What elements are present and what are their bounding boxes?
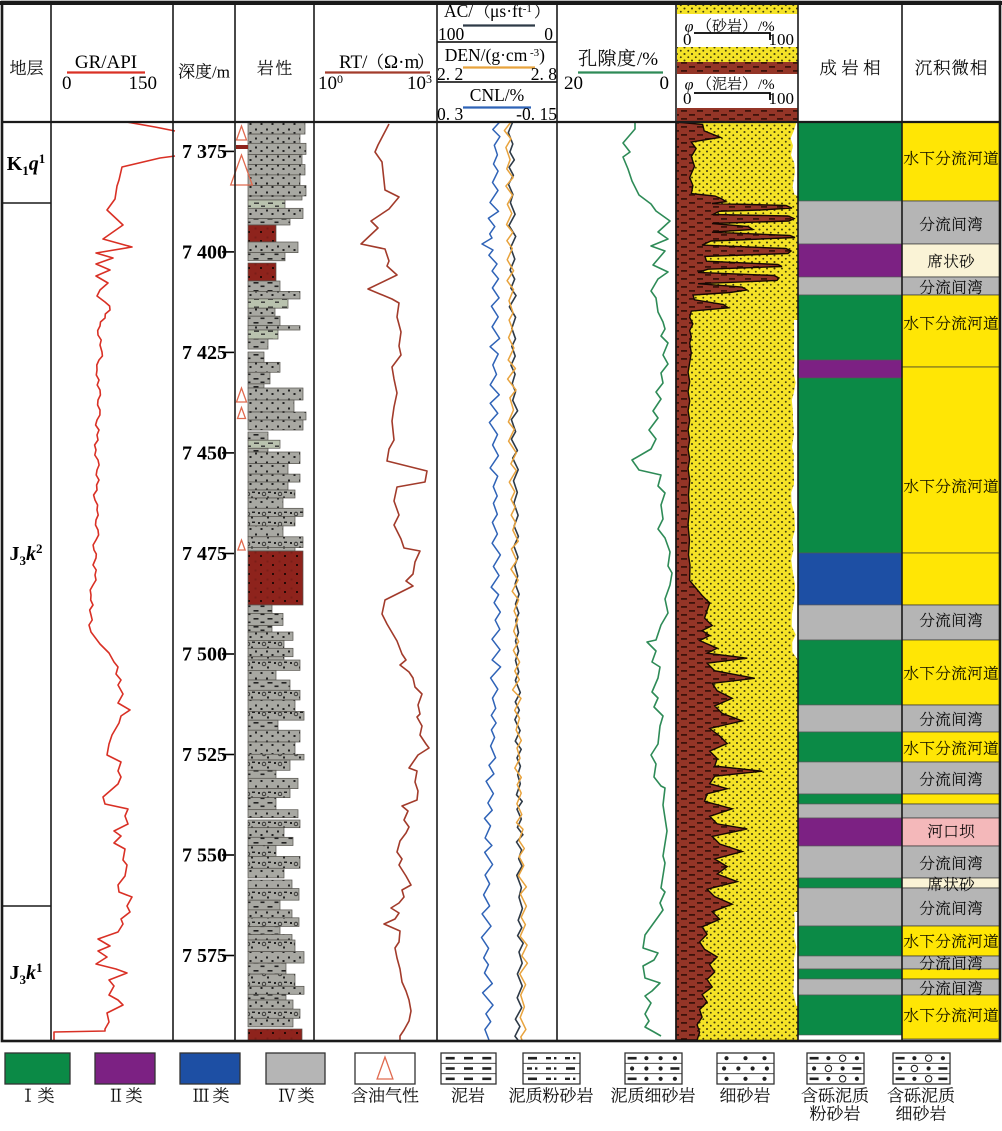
svg-text:-0. 15: -0. 15 <box>516 104 557 124</box>
svg-text:/%: /% <box>758 77 775 93</box>
svg-text:/%: /% <box>637 49 658 70</box>
svg-text:7 575: 7 575 <box>182 945 227 967</box>
svg-text:J3k1: J3k1 <box>10 960 43 987</box>
svg-text:DEN/(g·cm: DEN/(g·cm <box>445 45 528 65</box>
svg-text:0: 0 <box>683 89 692 108</box>
svg-text:CNL/%: CNL/% <box>470 85 524 105</box>
svg-text:/%: /% <box>758 19 775 35</box>
svg-text:J3k2: J3k2 <box>10 541 43 568</box>
svg-text:0: 0 <box>62 73 72 94</box>
svg-text:7 500: 7 500 <box>182 644 227 666</box>
svg-text:100: 100 <box>769 30 795 49</box>
svg-text:μs·ft-1: μs·ft-1 <box>490 1 532 21</box>
svg-text:K1q1: K1q1 <box>7 151 46 178</box>
svg-text:-3): -3) <box>530 45 545 65</box>
svg-text:/m: /m <box>212 63 230 82</box>
svg-text:7 550: 7 550 <box>182 845 227 867</box>
svg-text:7 375: 7 375 <box>182 141 227 163</box>
svg-text:7 425: 7 425 <box>182 342 227 364</box>
svg-text:0. 3: 0. 3 <box>437 104 464 124</box>
svg-text:7 450: 7 450 <box>182 442 227 464</box>
svg-text:0: 0 <box>544 24 553 44</box>
svg-text:103: 103 <box>407 72 432 94</box>
svg-text:20: 20 <box>564 73 583 94</box>
svg-text:7 525: 7 525 <box>182 744 227 766</box>
svg-text:Ω·m: Ω·m <box>384 52 419 73</box>
svg-text:100: 100 <box>438 24 465 44</box>
svg-text:7 475: 7 475 <box>182 543 227 565</box>
svg-text:150: 150 <box>129 73 158 94</box>
svg-text:GR/API: GR/API <box>75 52 137 73</box>
svg-text:0: 0 <box>683 30 692 49</box>
svg-text:100: 100 <box>769 89 795 108</box>
svg-text:2. 8: 2. 8 <box>531 64 558 84</box>
svg-text:0: 0 <box>660 73 670 94</box>
svg-text:2. 2: 2. 2 <box>437 64 463 84</box>
svg-text:7 400: 7 400 <box>182 241 227 263</box>
svg-text:φ: φ <box>685 19 694 36</box>
svg-text:RT/: RT/ <box>339 52 368 73</box>
svg-text:AC/: AC/ <box>444 1 473 21</box>
svg-text:φ: φ <box>685 77 694 94</box>
svg-text:100: 100 <box>318 72 343 94</box>
